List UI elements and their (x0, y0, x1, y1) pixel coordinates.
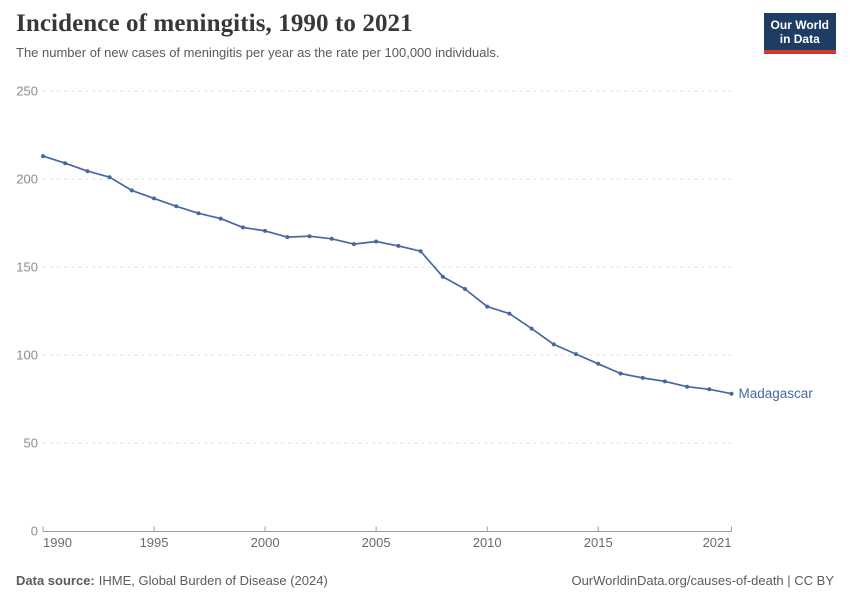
data-point[interactable] (129, 188, 134, 193)
x-axis-tick-label: 1995 (140, 535, 169, 550)
data-point[interactable] (463, 287, 467, 291)
x-axis-tick-label: 2000 (251, 535, 280, 550)
data-point[interactable] (618, 371, 623, 376)
y-axis-tick-label: 200 (16, 172, 38, 187)
owid-logo-line2: in Data (779, 32, 820, 47)
chart-subtitle: The number of new cases of meningitis pe… (16, 45, 500, 60)
plot-area: 0 50 100 150 200 250 1990 1995 2000 2005 2010 2015 2… (0, 84, 850, 560)
owid-logo[interactable]: Our World in Data (763, 13, 836, 55)
data-point[interactable] (285, 235, 290, 240)
data-point[interactable] (85, 169, 90, 174)
data-point[interactable] (152, 196, 156, 201)
line-chart[interactable]: 0 50 100 150 200 250 1990 1995 2000 2005 2010 2015 2… (0, 84, 850, 560)
chart-header: Incidence of meningitis, 1990 to 2021 Th… (16, 10, 836, 60)
chart-footer: Data source: IHME, Global Burden of Disea… (16, 573, 834, 588)
data-source-label: Data source: (16, 573, 95, 588)
y-axis-tick-label: 250 (16, 85, 38, 99)
data-source-value: IHME, Global Burden of Disease (2024) (98, 573, 328, 588)
data-point[interactable] (41, 154, 45, 159)
data-point[interactable] (63, 161, 68, 166)
data-point[interactable] (596, 361, 601, 366)
data-point[interactable] (196, 211, 201, 216)
data-point[interactable] (707, 387, 712, 392)
data-point[interactable] (640, 375, 645, 380)
data-source: Data source: IHME, Global Burden of Disea… (16, 573, 328, 588)
data-point[interactable] (329, 236, 334, 241)
data-point[interactable] (729, 391, 734, 396)
y-axis-tick-label: 50 (24, 436, 38, 451)
data-point[interactable] (174, 204, 179, 209)
owid-logo-line1: Our World (770, 18, 829, 32)
x-axis-tick-label: 2010 (473, 535, 502, 550)
credit-link[interactable]: OurWorldinData.org/causes-of-death | CC … (571, 573, 834, 588)
series-line[interactable] (42, 155, 733, 395)
y-axis-tick-label: 100 (16, 348, 38, 363)
data-point[interactable] (240, 225, 245, 230)
y-axis-tick-label: 0 (31, 524, 38, 539)
data-point[interactable] (507, 311, 512, 316)
data-point[interactable] (218, 216, 223, 221)
data-point[interactable] (551, 342, 556, 347)
page-title: Incidence of meningitis, 1990 to 2021 (16, 10, 413, 37)
data-point[interactable] (351, 242, 356, 247)
data-point[interactable] (418, 249, 423, 254)
data-point[interactable] (485, 304, 490, 309)
data-point[interactable] (307, 234, 312, 239)
x-axis-tick-label: 2021 (703, 535, 732, 550)
y-axis-tick-label: 150 (16, 260, 38, 275)
data-point[interactable] (263, 228, 268, 233)
data-point[interactable] (685, 384, 690, 389)
data-point[interactable] (440, 274, 445, 279)
data-point[interactable] (662, 379, 667, 384)
data-point[interactable] (529, 326, 534, 331)
x-axis-tick-label: 2005 (362, 535, 391, 550)
x-axis-tick-label: 2015 (584, 535, 613, 550)
data-point[interactable] (107, 175, 112, 180)
data-point[interactable] (574, 352, 578, 357)
series-end-label: Madagascar (739, 386, 814, 401)
data-point[interactable] (396, 243, 401, 248)
x-axis-tick-label: 1990 (43, 535, 72, 550)
data-point[interactable] (374, 239, 379, 244)
